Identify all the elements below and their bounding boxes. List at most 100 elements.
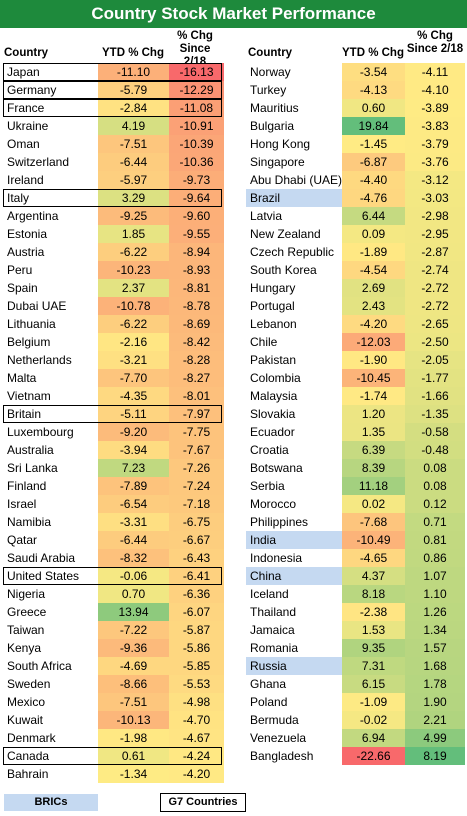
since-value: -2.65 (405, 315, 465, 333)
country-name: Luxembourg (7, 425, 74, 439)
country-name: Britain (7, 407, 42, 421)
since-value: -8.01 (169, 387, 224, 405)
since-value: -6.75 (169, 513, 224, 531)
country-name: Denmark (7, 731, 56, 745)
country-name: Malaysia (250, 389, 298, 403)
table-row-south-africa: South Africa -4.69 -5.85 (3, 657, 224, 675)
country-name: Qatar (7, 533, 38, 547)
since-value: -7.26 (169, 459, 224, 477)
table-row-turkey: Turkey -4.13 -4.10 (246, 81, 466, 99)
table-row-ireland: Ireland -5.97 -9.73 (3, 171, 224, 189)
table-row-oman: Oman -7.51 -10.39 (3, 135, 224, 153)
country-name: Taiwan (7, 623, 45, 637)
country-name: Botswana (250, 461, 303, 475)
ytd-value: -9.20 (98, 423, 169, 441)
country-name: Germany (7, 83, 57, 97)
table-row-kuwait: Kuwait -10.13 -4.70 (3, 711, 224, 729)
since-value: -1.66 (405, 387, 465, 405)
since-value: -3.83 (405, 117, 465, 135)
country-name: Japan (7, 65, 40, 79)
country-name: Latvia (250, 209, 283, 223)
header-ytd-left: YTD % Chg (102, 47, 164, 59)
ytd-value: -4.35 (98, 387, 169, 405)
since-value: -6.43 (169, 549, 224, 567)
ytd-value: -1.89 (342, 243, 405, 261)
ytd-value: 7.23 (98, 459, 169, 477)
since-value: -0.48 (405, 441, 465, 459)
table-row-new-zealand: New Zealand 0.09 -2.95 (246, 225, 466, 243)
table-row-bahrain: Bahrain -1.34 -4.20 (3, 765, 224, 783)
table-row-india: India -10.49 0.81 (246, 531, 466, 549)
table-row-bangladesh: Bangladesh -22.66 8.19 (246, 747, 466, 765)
ytd-value: -1.90 (342, 351, 405, 369)
header-since-right: % Chg Since 2/18 (406, 30, 464, 55)
country-name: Singapore (250, 155, 305, 169)
since-value: -8.94 (169, 243, 224, 261)
since-value: -4.20 (169, 765, 224, 783)
ytd-value: 11.18 (342, 477, 405, 495)
table-row-jamaica: Jamaica 1.53 1.34 (246, 621, 466, 639)
ytd-value: -5.11 (98, 405, 169, 423)
table-row-south-korea: South Korea -4.54 -2.74 (246, 261, 466, 279)
legend-bric: BRICs (4, 794, 98, 811)
ytd-value: -2.38 (342, 603, 405, 621)
table-row-lithuania: Lithuania -6.22 -8.69 (3, 315, 224, 333)
table-row-kenya: Kenya -9.36 -5.86 (3, 639, 224, 657)
ytd-value: -6.87 (342, 153, 405, 171)
country-name: Hungary (250, 281, 296, 295)
table-row-singapore: Singapore -6.87 -3.76 (246, 153, 466, 171)
country-name: Malta (7, 371, 37, 385)
since-value: 0.08 (405, 459, 465, 477)
table-row-britain: Britain -5.11 -7.97 (3, 405, 224, 423)
country-name: Bahrain (7, 767, 49, 781)
table-row-poland: Poland -1.09 1.90 (246, 693, 466, 711)
ytd-value: -6.54 (98, 495, 169, 513)
country-name: Israel (7, 497, 37, 511)
table-row-austria: Austria -6.22 -8.94 (3, 243, 224, 261)
since-value: -8.42 (169, 333, 224, 351)
ytd-value: 7.31 (342, 657, 405, 675)
since-value: -10.91 (169, 117, 224, 135)
since-value: -2.05 (405, 351, 465, 369)
since-value: 4.99 (405, 729, 465, 747)
country-name: Croatia (250, 443, 289, 457)
table-row-philippines: Philippines -7.68 0.71 (246, 513, 466, 531)
since-value: -2.87 (405, 243, 465, 261)
table-row-dubai-uae: Dubai UAE -10.78 -8.78 (3, 297, 224, 315)
since-value: -3.89 (405, 99, 465, 117)
ytd-value: 0.09 (342, 225, 405, 243)
since-value: -4.24 (169, 747, 224, 765)
country-name: Estonia (7, 227, 48, 241)
country-name: Nigeria (7, 587, 46, 601)
country-name: Pakistan (250, 353, 297, 367)
since-value: -7.24 (169, 477, 224, 495)
since-value: -4.98 (169, 693, 224, 711)
since-value: 0.86 (405, 549, 465, 567)
since-value: 1.07 (405, 567, 465, 585)
ytd-value: 0.70 (98, 585, 169, 603)
since-value: -10.39 (169, 135, 224, 153)
country-name: Namibia (7, 515, 52, 529)
table-row-australia: Australia -3.94 -7.67 (3, 441, 224, 459)
since-value: -8.81 (169, 279, 224, 297)
bric-highlight (246, 531, 342, 549)
table-row-japan: Japan -11.10 -16.13 (3, 63, 224, 81)
ytd-value: -3.31 (98, 513, 169, 531)
table-row-saudi-arabia: Saudi Arabia -8.32 -6.43 (3, 549, 224, 567)
ytd-value: -8.32 (98, 549, 169, 567)
ytd-value: 1.20 (342, 405, 405, 423)
ytd-value: 3.29 (98, 189, 169, 207)
ytd-value: 2.37 (98, 279, 169, 297)
country-name: Bulgaria (250, 119, 295, 133)
ytd-value: 6.44 (342, 207, 405, 225)
table-row-spain: Spain 2.37 -8.81 (3, 279, 224, 297)
ytd-value: -1.98 (98, 729, 169, 747)
since-value: 0.71 (405, 513, 465, 531)
since-value: 0.12 (405, 495, 465, 513)
header-ytd-right: YTD % Chg (342, 47, 404, 59)
country-name: South Korea (250, 263, 317, 277)
table-row-bulgaria: Bulgaria 19.84 -3.83 (246, 117, 466, 135)
since-value: -3.79 (405, 135, 465, 153)
since-value: -8.28 (169, 351, 224, 369)
since-value: -11.08 (169, 99, 224, 117)
